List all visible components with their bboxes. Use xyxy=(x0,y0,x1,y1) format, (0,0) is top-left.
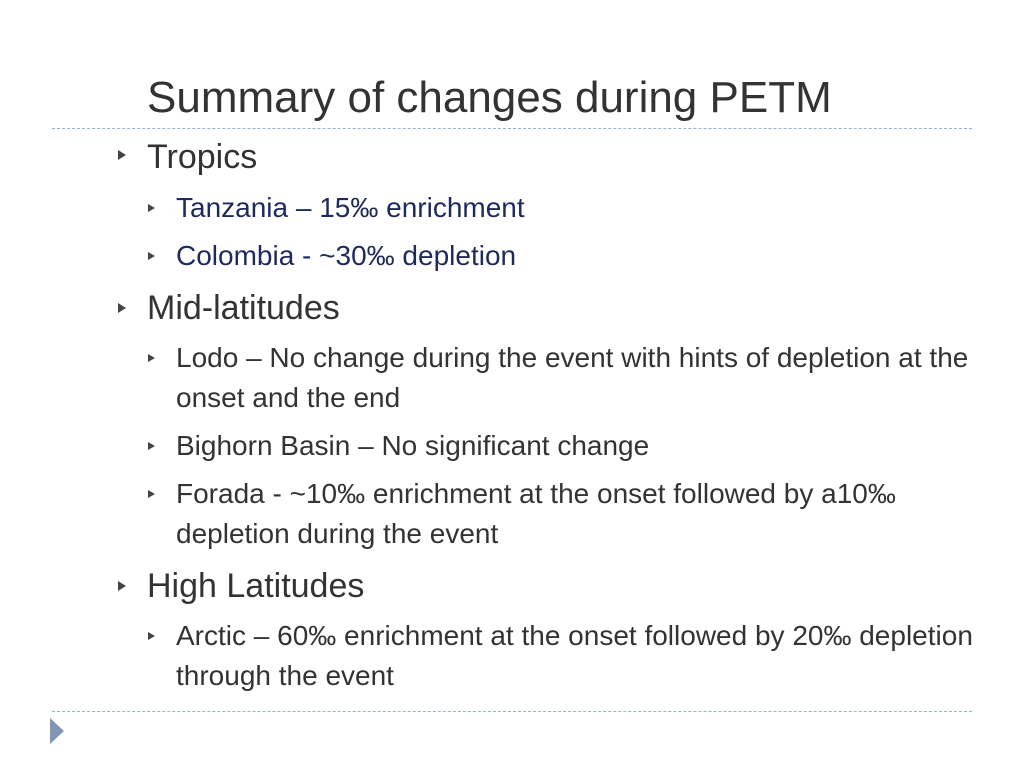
list-item-arctic: Arctic – 60‰ enrichment at the onset fol… xyxy=(176,620,973,691)
section-heading-tropics: Tropics xyxy=(147,138,258,176)
section-heading-mid-latitudes: Mid-latitudes xyxy=(147,289,340,327)
triangle-bullet-icon xyxy=(118,303,126,313)
triangle-bullet-icon xyxy=(148,354,155,362)
next-slide-arrow-icon[interactable] xyxy=(50,718,64,744)
list-item-lodo: Lodo – No change during the event with h… xyxy=(176,342,969,413)
list-item-tanzania: Tanzania – 15‰ enrichment xyxy=(176,192,525,223)
list-item-forada: Forada - ~10‰ enrichment at the onset fo… xyxy=(176,478,896,549)
footer-divider xyxy=(52,711,972,712)
triangle-bullet-icon xyxy=(148,442,155,450)
triangle-bullet-icon xyxy=(148,490,155,498)
list-item-colombia: Colombia - ~30‰ depletion xyxy=(176,240,517,271)
triangle-bullet-icon xyxy=(148,632,155,640)
slide-title: Summary of changes during PETM xyxy=(147,73,832,122)
triangle-bullet-icon xyxy=(118,581,126,591)
triangle-bullet-icon xyxy=(118,150,126,160)
title-divider xyxy=(52,128,972,129)
triangle-bullet-icon xyxy=(148,252,155,260)
section-heading-high-latitudes: High Latitudes xyxy=(147,567,365,605)
triangle-bullet-icon xyxy=(148,204,155,212)
list-item-bighorn-basin: Bighorn Basin – No significant change xyxy=(176,430,650,461)
